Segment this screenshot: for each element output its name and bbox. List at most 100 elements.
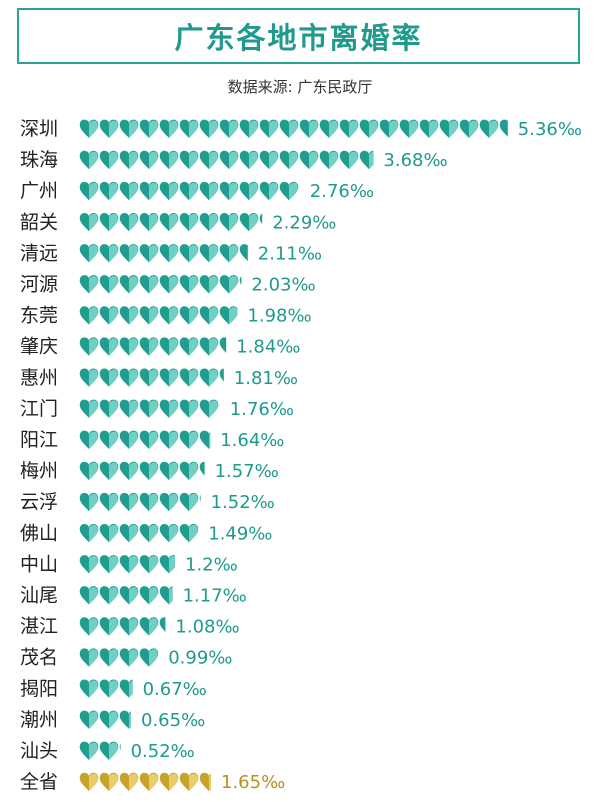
heart-highlight-icon: [129, 712, 131, 729]
heart-highlight-icon: [149, 524, 158, 543]
category-label: 中山: [20, 553, 58, 575]
bar: [79, 648, 159, 667]
bar: [79, 679, 133, 698]
bar: [79, 181, 300, 201]
heart-highlight-icon: [369, 120, 378, 138]
heart-highlight-icon: [189, 244, 198, 263]
heart-highlight-icon: [209, 244, 218, 263]
heart-highlight-icon: [89, 151, 98, 170]
value-label: 1.65‰: [221, 772, 285, 793]
heart-highlight-icon: [109, 338, 118, 356]
heart-highlight-icon: [169, 462, 178, 481]
heart-highlight-icon: [209, 151, 218, 170]
heart-icon: [199, 430, 211, 449]
heart-highlight-icon: [249, 182, 258, 201]
bar: [79, 244, 248, 263]
heart-highlight-icon: [109, 773, 118, 792]
heart-icon: [219, 368, 224, 382]
value-label: 1.2‰: [185, 554, 238, 575]
heart-highlight-icon: [149, 151, 158, 170]
category-label: 汕尾: [20, 585, 58, 607]
value-label: 1.52‰: [211, 492, 275, 513]
heart-highlight-icon: [249, 213, 258, 232]
heart-highlight-icon: [129, 276, 138, 294]
category-label: 梅州: [20, 460, 58, 482]
category-label: 茂名: [20, 647, 58, 669]
category-label: 潮州: [20, 709, 58, 731]
value-label: 3.68‰: [383, 150, 447, 171]
heart-highlight-icon: [169, 773, 178, 792]
heart-highlight-icon: [229, 276, 238, 294]
heart-highlight-icon: [249, 120, 258, 138]
category-label: 全省: [20, 771, 58, 793]
bar: [79, 586, 173, 605]
heart-highlight-icon: [289, 182, 298, 201]
heart-highlight-icon: [189, 213, 198, 232]
heart-highlight-icon: [169, 276, 178, 294]
category-label: 揭阳: [20, 678, 58, 700]
heart-highlight-icon: [229, 213, 238, 232]
bar: [79, 523, 199, 543]
heart-highlight-icon: [229, 182, 238, 201]
heart-highlight-icon: [89, 587, 98, 605]
heart-highlight-icon: [209, 276, 218, 294]
bar: [79, 368, 224, 387]
heart-icon: [119, 743, 121, 751]
bar: [79, 430, 211, 449]
heart-highlight-icon: [129, 400, 138, 418]
heart-highlight-icon: [349, 120, 358, 138]
heart-highlight-icon: [209, 774, 211, 792]
heart-icon: [239, 244, 248, 262]
heart-highlight-icon: [189, 369, 198, 387]
heart-highlight-icon: [89, 493, 98, 512]
heart-highlight-icon: [109, 120, 118, 138]
heart-highlight-icon: [329, 151, 338, 170]
heart-highlight-icon: [189, 182, 198, 201]
heart-highlight-icon: [89, 742, 98, 760]
heart-highlight-icon: [89, 462, 98, 481]
heart-highlight-icon: [209, 338, 218, 356]
heart-icon: [239, 276, 242, 286]
value-label: 1.08‰: [175, 617, 239, 638]
heart-icon: [159, 617, 166, 632]
heart-highlight-icon: [429, 120, 438, 138]
heart-highlight-icon: [149, 276, 158, 294]
heart-highlight-icon: [129, 307, 138, 325]
heart-highlight-icon: [189, 151, 198, 170]
bar: [79, 306, 238, 325]
heart-highlight-icon: [109, 151, 118, 170]
heart-highlight-icon: [229, 120, 238, 138]
heart-highlight-icon: [109, 276, 118, 294]
heart-highlight-icon: [209, 213, 218, 232]
heart-highlight-icon: [109, 369, 118, 387]
heart-highlight-icon: [149, 773, 158, 792]
heart-highlight-icon: [169, 431, 178, 449]
heart-highlight-icon: [249, 151, 258, 170]
value-label: 2.03‰: [251, 275, 315, 296]
heart-highlight-icon: [129, 338, 138, 356]
value-label: 0.52‰: [131, 741, 195, 762]
value-label: 1.49‰: [208, 523, 272, 544]
heart-highlight-icon: [209, 120, 218, 138]
heart-highlight-icon: [129, 555, 138, 574]
bar: [79, 492, 201, 512]
heart-highlight-icon: [169, 400, 178, 418]
category-label: 汕头: [20, 740, 58, 762]
heart-highlight-icon: [129, 618, 138, 636]
heart-highlight-icon: [89, 711, 98, 729]
value-label: 2.11‰: [258, 243, 322, 264]
bar: [79, 617, 166, 636]
heart-highlight-icon: [109, 524, 118, 543]
value-label: 0.99‰: [168, 648, 232, 669]
heart-highlight-icon: [289, 151, 298, 170]
heart-highlight-icon: [129, 773, 138, 792]
category-label: 湛江: [20, 616, 58, 638]
heart-highlight-icon: [109, 711, 118, 729]
heart-highlight-icon: [189, 462, 198, 481]
heart-highlight-icon: [289, 120, 298, 138]
bar: [79, 555, 175, 574]
heart-highlight-icon: [89, 338, 98, 356]
heart-highlight-icon: [109, 244, 118, 263]
heart-highlight-icon: [169, 524, 178, 543]
